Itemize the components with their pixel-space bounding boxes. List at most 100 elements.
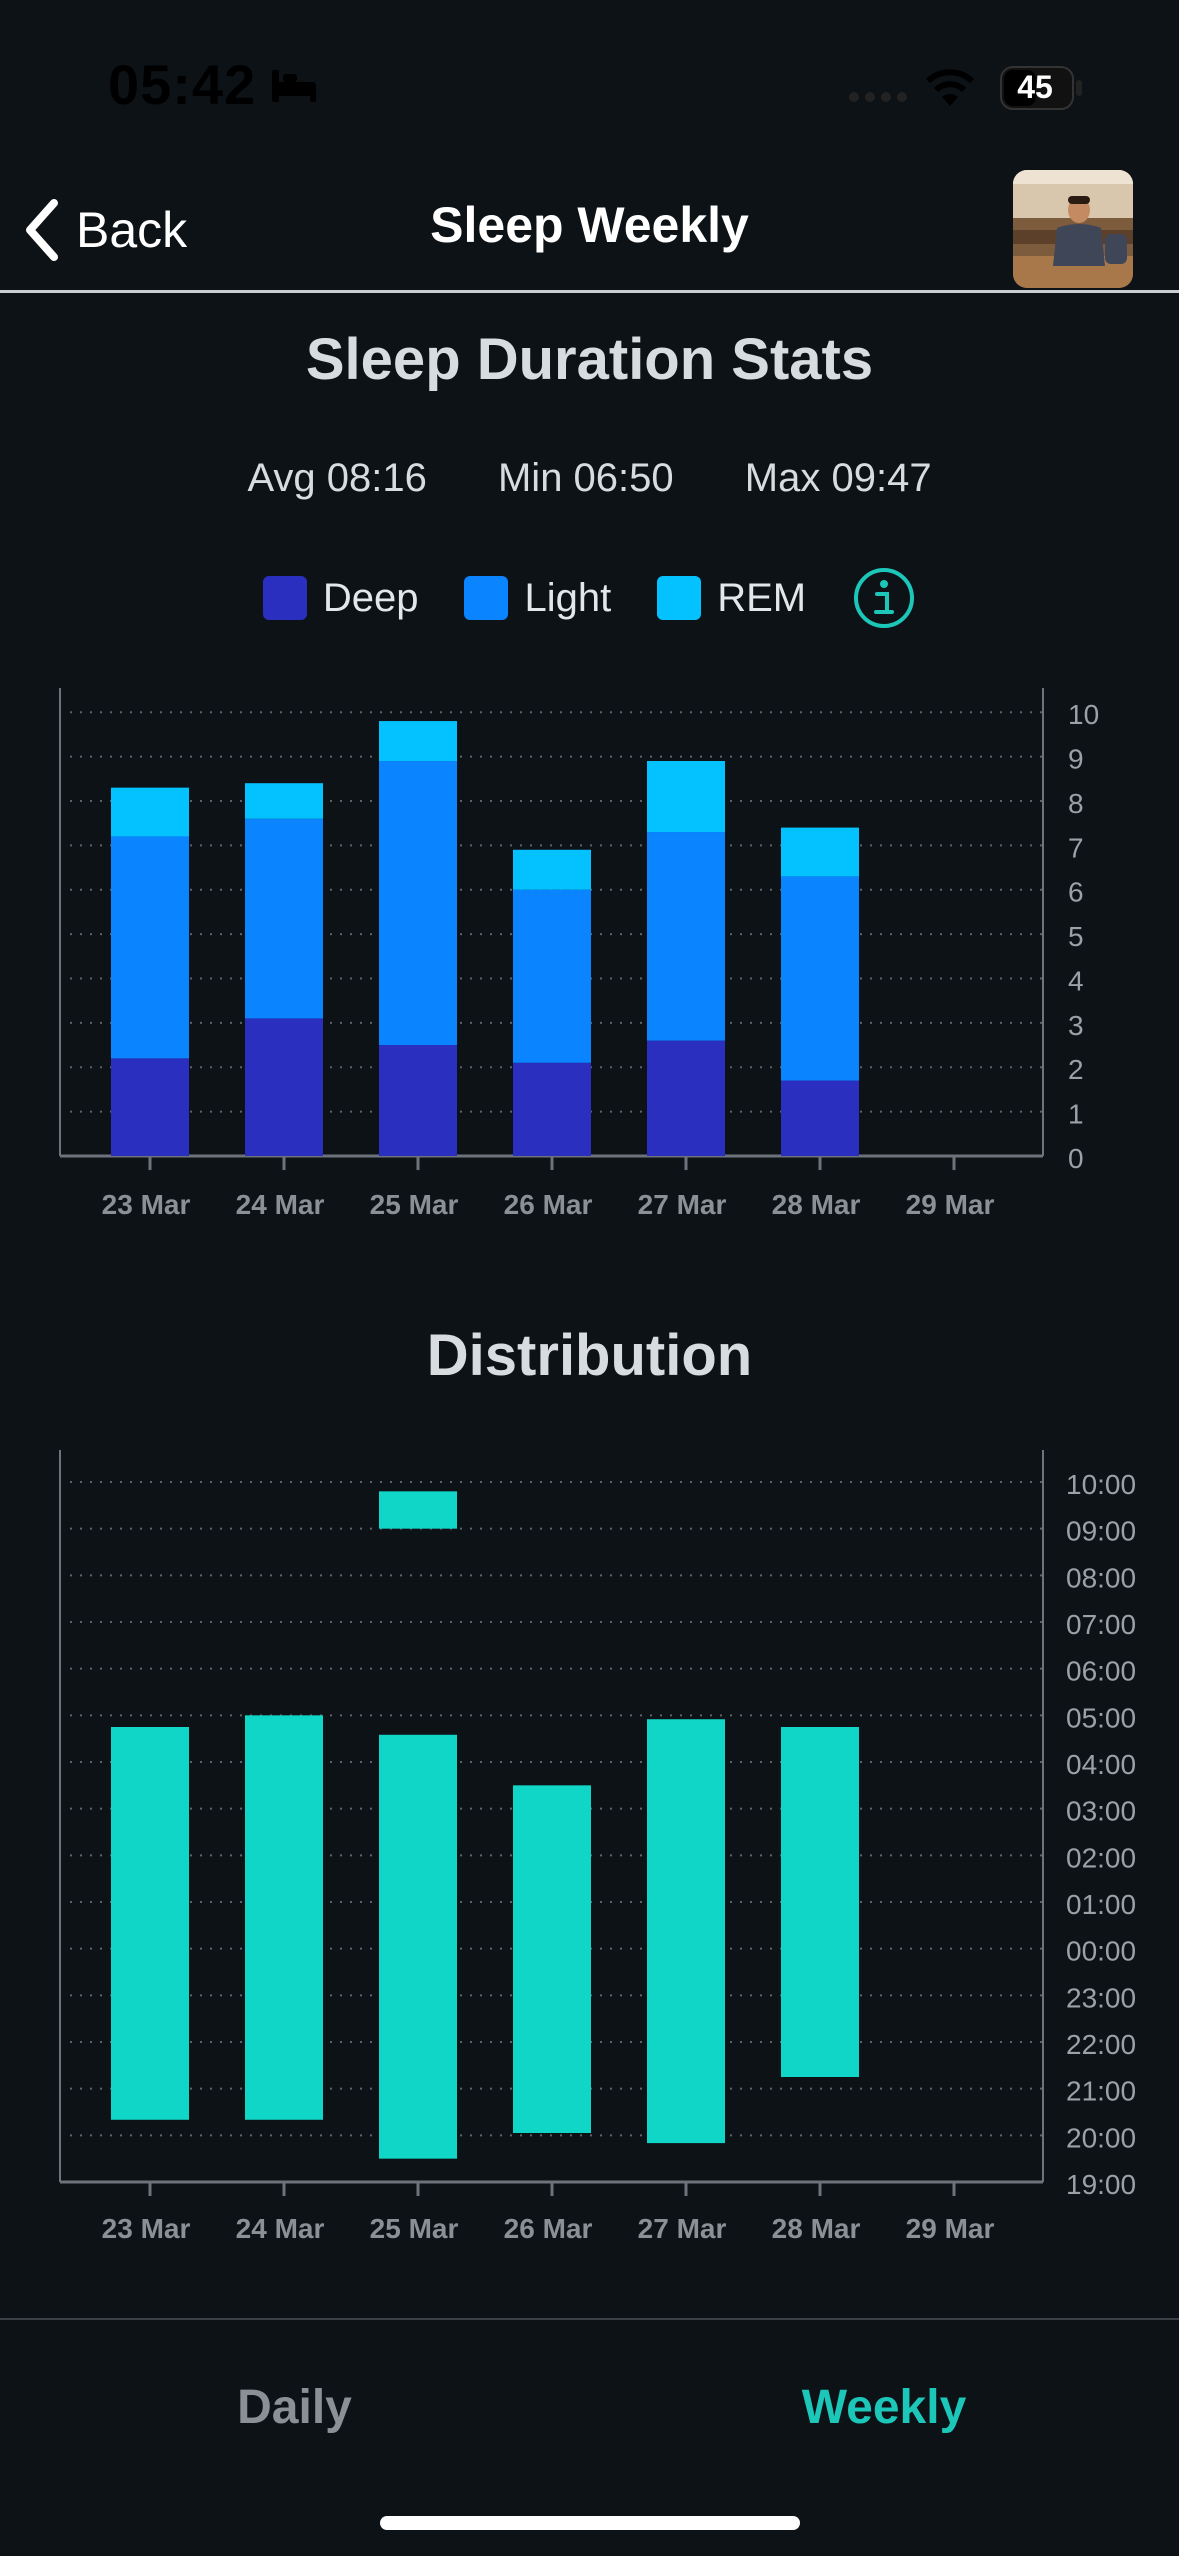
y-tick-label: 1	[1068, 1099, 1084, 1130]
x-tick-label: 28 Mar	[772, 2213, 861, 2244]
y-tick-label: 19:00	[1066, 2169, 1136, 2200]
y-tick-label: 06:00	[1066, 1656, 1136, 1687]
y-tick-label: 21:00	[1066, 2076, 1136, 2107]
battery-icon	[1000, 66, 1082, 110]
battery-level: 45	[1017, 69, 1053, 105]
page-title: Sleep Weekly	[430, 197, 749, 253]
tab-daily[interactable]: Daily	[237, 2381, 352, 2434]
y-tick-label: 10	[1068, 699, 1099, 730]
x-tick-label: 25 Mar	[370, 2213, 459, 2244]
range-bar	[379, 1491, 457, 1529]
cellular-signal-icon	[849, 92, 907, 102]
legend-label-deep: Deep	[322, 575, 419, 620]
home-indicator[interactable]	[380, 2516, 800, 2530]
y-tick-label: 23:00	[1066, 1982, 1136, 2013]
legend-label-light: Light	[524, 575, 612, 620]
status-time: 05:42	[108, 53, 257, 116]
y-tick-label: 4	[1068, 965, 1084, 996]
stat-max: Max 09:47	[744, 456, 932, 500]
distribution-title: Distribution	[426, 1323, 753, 1388]
y-tick-label: 8	[1068, 788, 1084, 819]
stats-title: Sleep Duration Stats	[305, 327, 874, 392]
x-tick-label: 26 Mar	[504, 1189, 593, 1220]
legend: Deep Light REM	[0, 566, 1179, 630]
y-tick-label: 9	[1068, 744, 1084, 775]
tab-weekly[interactable]: Weekly	[801, 2381, 967, 2434]
legend-item-deep: Deep	[262, 575, 419, 621]
wifi-icon	[925, 69, 975, 106]
y-tick-label: 05:00	[1066, 1702, 1136, 1733]
x-tick-label: 27 Mar	[638, 1189, 727, 1220]
nav-divider	[0, 290, 1179, 293]
back-button[interactable]: Back	[22, 192, 187, 268]
range-bar	[781, 1727, 859, 2077]
y-tick-label: 7	[1068, 832, 1084, 863]
nav-bar: Back Sleep Weekly	[0, 170, 1179, 290]
x-tick-label: 28 Mar	[772, 1189, 861, 1220]
bar-rem	[513, 849, 591, 890]
sleep-duration-chart: 0 1 2 3 4 5 6 7 8 9 10 23 Mar 24 Mar 25 Mar 26 Mar 27 M…	[59, 688, 1099, 1220]
legend-swatch-deep	[262, 576, 307, 620]
tab-divider	[0, 2318, 1179, 2320]
x-tick-label: 25 Mar	[370, 1189, 459, 1220]
range-bar	[245, 1715, 323, 2120]
bar-light	[245, 818, 323, 1019]
bar-light	[111, 836, 189, 1059]
legend-label-rem: REM	[717, 575, 807, 620]
y-tick-label: 02:00	[1066, 1842, 1136, 1873]
y-tick-label: 2	[1068, 1054, 1084, 1085]
legend-swatch-light	[464, 576, 509, 620]
bar-deep	[379, 1045, 457, 1156]
bed-icon	[272, 70, 316, 102]
range-bar	[111, 1727, 189, 2120]
stat-min: Min 06:50	[497, 456, 674, 500]
y-tick-label: 03:00	[1066, 1796, 1136, 1827]
y-tick-label: 5	[1068, 921, 1084, 952]
bar-deep	[513, 1062, 591, 1156]
back-label: Back	[76, 202, 188, 258]
bar-rem	[781, 827, 859, 877]
y-tick-label: 20:00	[1066, 2122, 1136, 2153]
bar-deep	[245, 1018, 323, 1156]
legend-item-rem: REM	[657, 576, 806, 621]
y-tick-label: 07:00	[1066, 1609, 1136, 1640]
x-tick-label: 29 Mar	[906, 2213, 995, 2244]
info-icon[interactable]	[852, 566, 916, 630]
bar-deep	[111, 1058, 189, 1156]
y-tick-label: 08:00	[1066, 1562, 1136, 1593]
x-tick-label: 24 Mar	[236, 1189, 325, 1220]
bar-rem	[111, 787, 189, 837]
stat-avg: Avg 08:16	[247, 456, 427, 500]
bar-light	[647, 832, 725, 1041]
stats-row: Avg 08:16 Min 06:50 Max 09:47	[0, 456, 1179, 501]
x-tick-label: 23 Mar	[102, 2213, 191, 2244]
x-tick-label: 24 Mar	[236, 2213, 325, 2244]
y-tick-label: 10:00	[1066, 1469, 1136, 1500]
bar-light	[513, 889, 591, 1063]
bar-deep	[647, 1040, 725, 1156]
y-tick-label: 04:00	[1066, 1749, 1136, 1780]
x-tick-label: 27 Mar	[638, 2213, 727, 2244]
y-tick-label: 6	[1068, 877, 1084, 908]
bar-rem	[647, 761, 725, 833]
legend-item-light: Light	[464, 576, 611, 621]
x-tick-label: 23 Mar	[102, 1189, 191, 1220]
avatar[interactable]	[1013, 170, 1133, 288]
bar-rem	[245, 783, 323, 819]
bar-light	[781, 876, 859, 1081]
y-tick-label: 01:00	[1066, 1889, 1136, 1920]
y-tick-label: 09:00	[1066, 1516, 1136, 1547]
bar-rem	[379, 721, 457, 762]
x-tick-label: 26 Mar	[504, 2213, 593, 2244]
chevron-left-icon	[26, 199, 58, 261]
y-tick-label: 22:00	[1066, 2029, 1136, 2060]
range-bar	[379, 1734, 457, 2159]
bar-light	[379, 761, 457, 1046]
range-bar	[513, 1785, 591, 2133]
x-tick-label: 29 Mar	[906, 1189, 995, 1220]
y-tick-label: 00:00	[1066, 1936, 1136, 1967]
status-bar: 05:42 45	[0, 0, 1179, 170]
range-bar	[647, 1719, 725, 2144]
legend-swatch-rem	[657, 576, 702, 620]
y-tick-label: 0	[1068, 1143, 1084, 1174]
